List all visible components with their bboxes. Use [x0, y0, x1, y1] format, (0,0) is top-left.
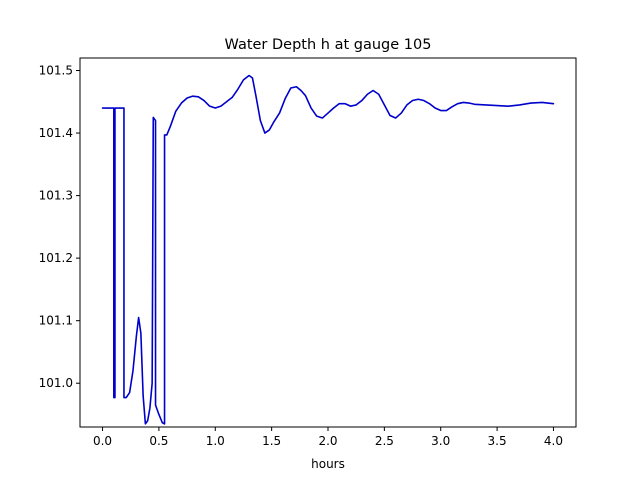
y-tick-label: 101.3: [39, 189, 73, 203]
x-tick-label: 3.5: [488, 434, 507, 448]
y-tick-label: 101.2: [39, 251, 73, 265]
x-tick-label: 3.0: [431, 434, 450, 448]
plot-area: 0.0 0.5 1.0 1.5 2.0 2.5 3.0 3.5 4.0 101.0 101.1 101…: [39, 57, 577, 448]
x-tick-label: 1.5: [262, 434, 281, 448]
x-tick-label: 2.5: [375, 434, 394, 448]
y-tick-label: 101.1: [39, 314, 73, 328]
x-tick-label: 0.5: [149, 434, 168, 448]
series-line-0: [101, 74, 555, 425]
chart-title: Water Depth h at gauge 105: [225, 37, 432, 53]
x-axis-label: hours: [311, 457, 345, 471]
x-tick-label: 2.0: [318, 434, 337, 448]
x-tick-label: 4.0: [544, 434, 563, 448]
y-tick-label: 101.0: [39, 376, 73, 390]
x-tick-label: 0.0: [93, 434, 112, 448]
y-tick-label: 101.5: [39, 64, 73, 78]
x-tick-label: 1.0: [206, 434, 225, 448]
y-tick-label: 101.4: [39, 126, 73, 140]
